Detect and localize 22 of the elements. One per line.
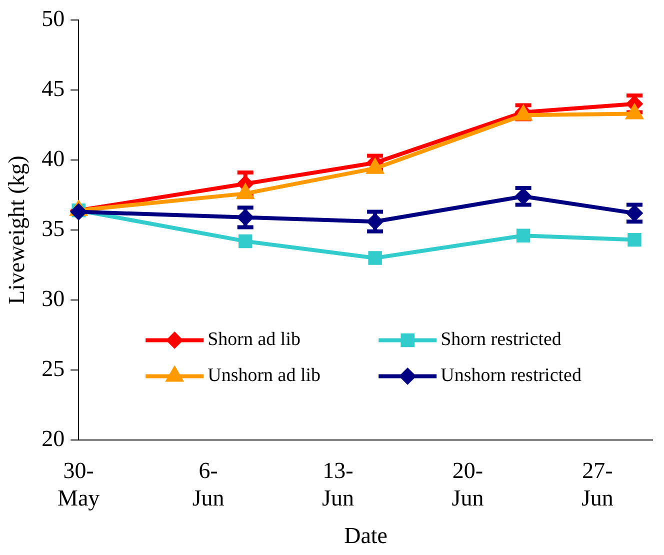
legend-label: Shorn restricted <box>440 329 562 350</box>
legend-label: Unshorn ad lib <box>208 365 321 386</box>
x-tick-label: 30-May <box>58 458 100 511</box>
y-axis-title: Liveweight (kg) <box>4 156 29 304</box>
y-tick-label: 50 <box>42 6 65 31</box>
x-axis-title: Date <box>344 523 388 548</box>
y-tick-label: 20 <box>42 426 65 452</box>
y-tick-label: 25 <box>42 356 65 382</box>
point <box>368 251 382 265</box>
x-tick-label: 27-Jun <box>581 458 614 511</box>
y-tick-label: 35 <box>42 216 65 242</box>
point <box>628 232 642 247</box>
y-tick-label: 30 <box>42 286 65 312</box>
x-tick-label: 6-Jun <box>192 458 225 511</box>
legend-label: Shorn ad lib <box>208 329 300 350</box>
x-tick-label: 13-Jun <box>322 458 354 511</box>
y-tick-label: 40 <box>42 146 65 171</box>
point <box>516 228 530 242</box>
point <box>238 234 252 248</box>
legend-label: Unshorn restricted <box>440 365 582 386</box>
x-tick-label: 20-Jun <box>452 458 484 511</box>
y-tick-label: 45 <box>42 76 65 101</box>
